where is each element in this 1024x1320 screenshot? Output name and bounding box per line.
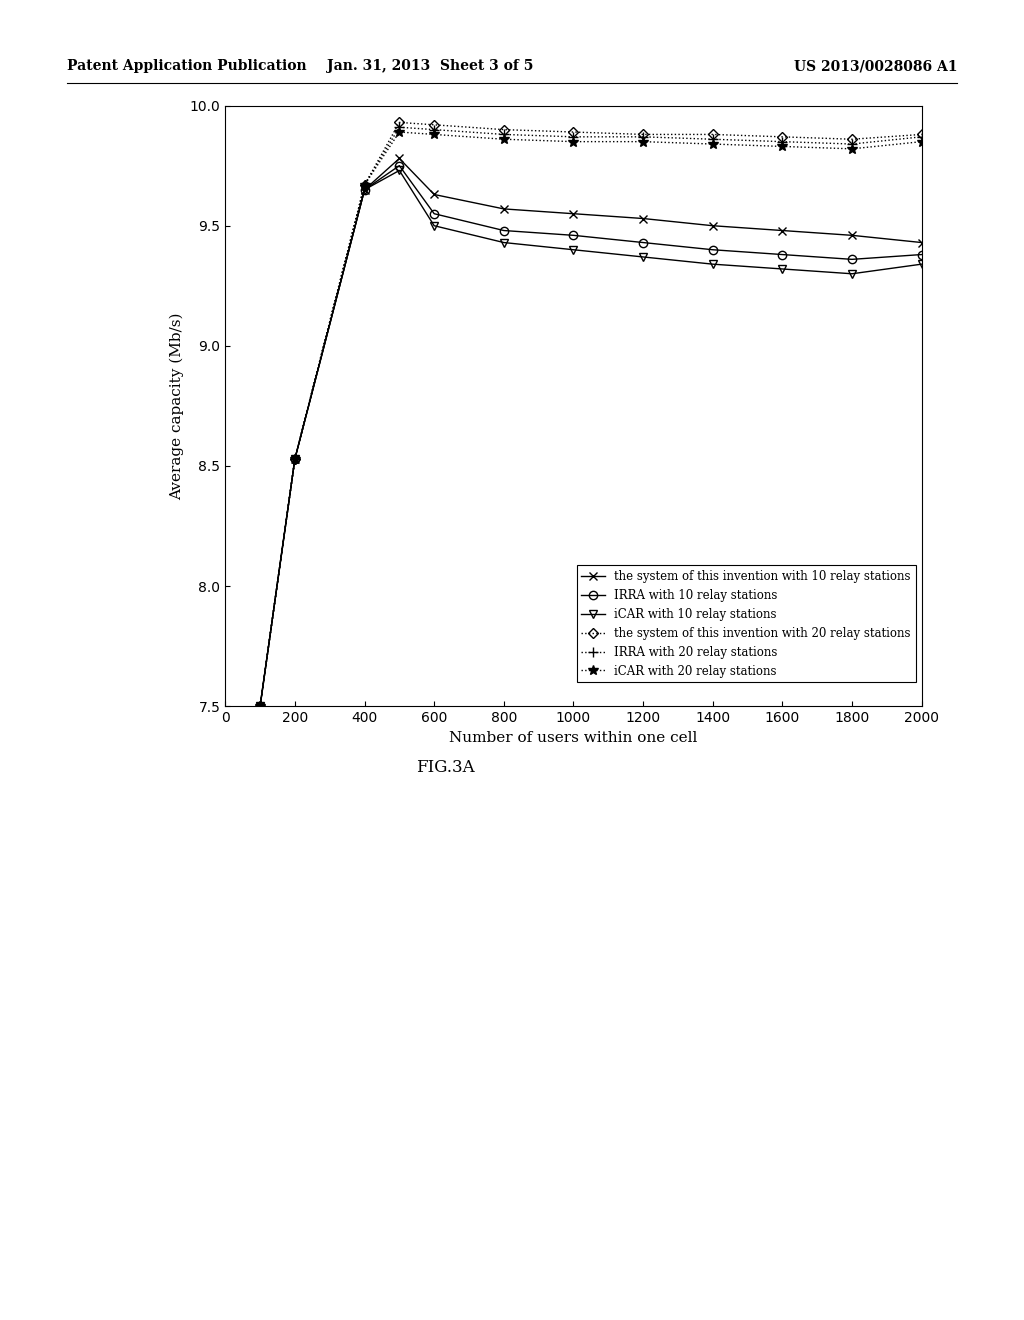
X-axis label: Number of users within one cell: Number of users within one cell — [450, 730, 697, 744]
Line: the system of this invention with 20 relay stations: the system of this invention with 20 rel… — [257, 119, 925, 710]
Line: IRRA with 10 relay stations: IRRA with 10 relay stations — [256, 161, 926, 710]
IRRA with 10 relay stations — [637, 235, 649, 251]
iCAR with 20 relay stations — [393, 124, 406, 140]
iCAR with 10 relay stations — [428, 218, 440, 234]
IRRA with 10 relay stations — [498, 223, 510, 239]
IRRA with 10 relay stations — [567, 227, 580, 243]
IRRA with 20 relay stations — [289, 451, 301, 467]
the system of this invention with 20 relay stations — [776, 129, 788, 145]
iCAR with 10 relay stations — [776, 261, 788, 277]
iCAR with 20 relay stations — [915, 133, 928, 149]
iCAR with 10 relay stations — [915, 256, 928, 272]
IRRA with 10 relay stations — [428, 206, 440, 222]
iCAR with 20 relay stations — [637, 133, 649, 149]
Text: US 2013/0028086 A1: US 2013/0028086 A1 — [794, 59, 957, 74]
iCAR with 10 relay stations — [358, 182, 371, 198]
IRRA with 10 relay stations — [289, 451, 301, 467]
IRRA with 10 relay stations — [846, 251, 858, 267]
Line: iCAR with 20 relay stations: iCAR with 20 relay stations — [255, 127, 927, 711]
the system of this invention with 10 relay stations — [393, 150, 406, 166]
iCAR with 20 relay stations — [846, 141, 858, 157]
the system of this invention with 20 relay stations — [358, 177, 371, 193]
the system of this invention with 10 relay stations — [915, 235, 928, 251]
IRRA with 10 relay stations — [393, 157, 406, 173]
iCAR with 10 relay stations — [289, 451, 301, 467]
Legend: the system of this invention with 10 relay stations, IRRA with 10 relay stations: the system of this invention with 10 rel… — [577, 565, 915, 682]
Text: FIG.3A: FIG.3A — [416, 759, 475, 776]
the system of this invention with 10 relay stations — [567, 206, 580, 222]
IRRA with 20 relay stations — [637, 129, 649, 145]
the system of this invention with 20 relay stations — [846, 131, 858, 147]
IRRA with 20 relay stations — [707, 131, 719, 147]
iCAR with 10 relay stations — [637, 249, 649, 265]
IRRA with 20 relay stations — [915, 129, 928, 145]
IRRA with 20 relay stations — [567, 129, 580, 145]
the system of this invention with 10 relay stations — [776, 223, 788, 239]
the system of this invention with 20 relay stations — [428, 117, 440, 133]
IRRA with 10 relay stations — [776, 247, 788, 263]
Line: the system of this invention with 10 relay stations: the system of this invention with 10 rel… — [256, 154, 926, 710]
iCAR with 20 relay stations — [567, 133, 580, 149]
iCAR with 20 relay stations — [289, 451, 301, 467]
Y-axis label: Average capacity (Mb/s): Average capacity (Mb/s) — [170, 312, 184, 500]
iCAR with 10 relay stations — [846, 265, 858, 281]
iCAR with 10 relay stations — [707, 256, 719, 272]
IRRA with 10 relay stations — [254, 698, 266, 714]
the system of this invention with 20 relay stations — [498, 121, 510, 137]
IRRA with 20 relay stations — [846, 136, 858, 152]
the system of this invention with 20 relay stations — [567, 124, 580, 140]
the system of this invention with 10 relay stations — [254, 698, 266, 714]
the system of this invention with 20 relay stations — [915, 127, 928, 143]
IRRA with 10 relay stations — [915, 247, 928, 263]
the system of this invention with 20 relay stations — [289, 451, 301, 467]
IRRA with 10 relay stations — [358, 182, 371, 198]
IRRA with 20 relay stations — [776, 133, 788, 149]
the system of this invention with 20 relay stations — [637, 127, 649, 143]
the system of this invention with 20 relay stations — [254, 698, 266, 714]
the system of this invention with 10 relay stations — [498, 201, 510, 216]
the system of this invention with 10 relay stations — [289, 451, 301, 467]
the system of this invention with 10 relay stations — [358, 182, 371, 198]
IRRA with 20 relay stations — [254, 698, 266, 714]
iCAR with 10 relay stations — [254, 698, 266, 714]
the system of this invention with 10 relay stations — [428, 186, 440, 202]
Line: IRRA with 20 relay stations: IRRA with 20 relay stations — [255, 123, 927, 711]
the system of this invention with 10 relay stations — [637, 211, 649, 227]
IRRA with 20 relay stations — [428, 121, 440, 137]
IRRA with 10 relay stations — [707, 242, 719, 257]
iCAR with 20 relay stations — [254, 698, 266, 714]
Text: Jan. 31, 2013  Sheet 3 of 5: Jan. 31, 2013 Sheet 3 of 5 — [327, 59, 534, 74]
the system of this invention with 20 relay stations — [707, 127, 719, 143]
iCAR with 20 relay stations — [428, 127, 440, 143]
IRRA with 20 relay stations — [358, 177, 371, 193]
IRRA with 20 relay stations — [498, 127, 510, 143]
iCAR with 10 relay stations — [393, 162, 406, 178]
iCAR with 20 relay stations — [358, 177, 371, 193]
Line: iCAR with 10 relay stations: iCAR with 10 relay stations — [256, 166, 926, 710]
iCAR with 10 relay stations — [498, 235, 510, 251]
IRRA with 20 relay stations — [393, 119, 406, 135]
iCAR with 20 relay stations — [776, 139, 788, 154]
iCAR with 20 relay stations — [498, 131, 510, 147]
iCAR with 20 relay stations — [707, 136, 719, 152]
the system of this invention with 20 relay stations — [393, 115, 406, 131]
iCAR with 10 relay stations — [567, 242, 580, 257]
the system of this invention with 10 relay stations — [846, 227, 858, 243]
Text: Patent Application Publication: Patent Application Publication — [67, 59, 306, 74]
the system of this invention with 10 relay stations — [707, 218, 719, 234]
